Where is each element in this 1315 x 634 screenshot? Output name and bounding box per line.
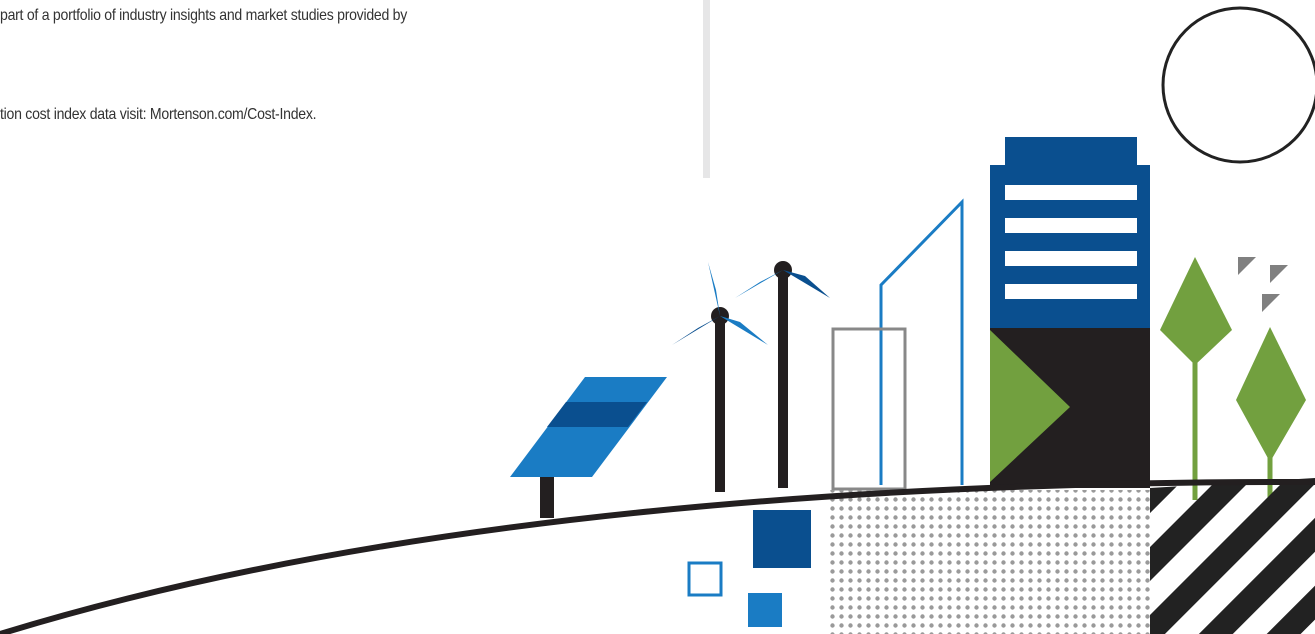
sun xyxy=(1163,8,1315,162)
striped-field xyxy=(1150,478,1315,634)
page: part of a portfolio of industry insights… xyxy=(0,0,1315,634)
dot-field xyxy=(830,490,1150,634)
square xyxy=(753,510,811,568)
square xyxy=(748,593,782,627)
outline-building xyxy=(833,329,905,489)
trees xyxy=(1160,257,1306,500)
solar-panel xyxy=(510,377,667,518)
illustration xyxy=(0,0,1315,634)
square xyxy=(689,563,721,595)
building xyxy=(990,137,1150,488)
outline-building xyxy=(881,202,962,485)
wind-turbines xyxy=(672,215,830,492)
